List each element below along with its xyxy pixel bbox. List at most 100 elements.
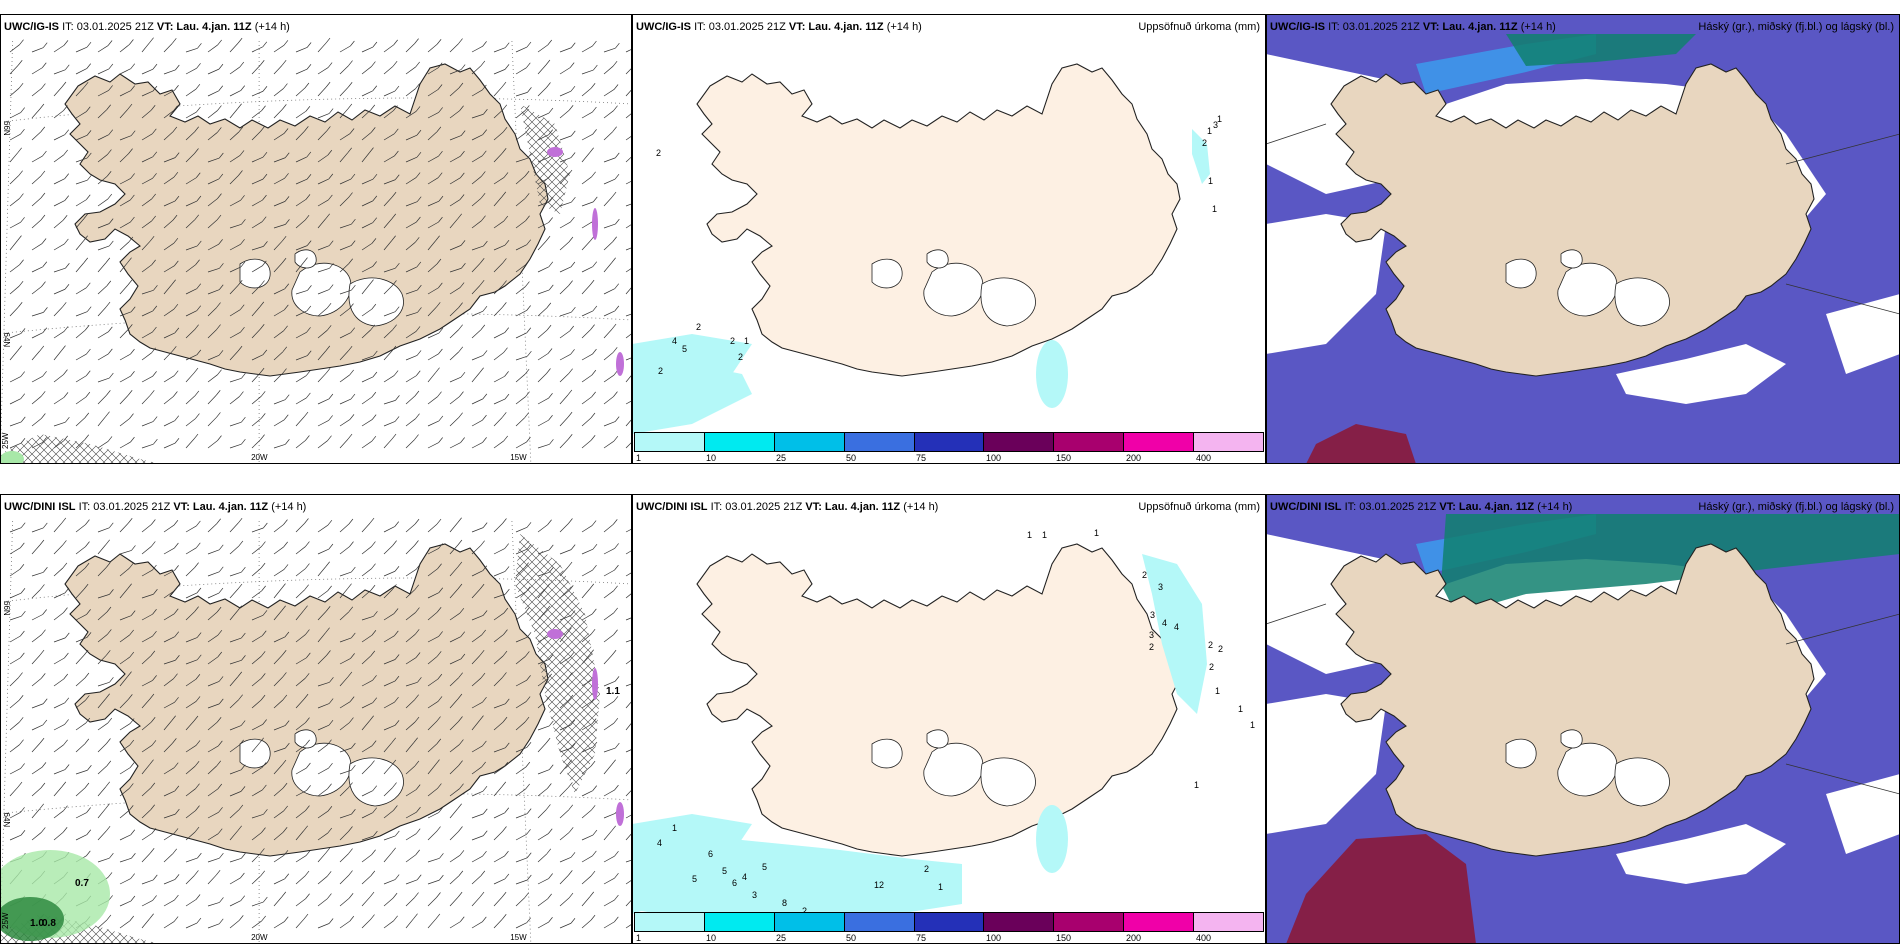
svg-text:1: 1: [1094, 528, 1099, 538]
svg-text:25W: 25W: [1, 432, 10, 449]
precip-title: Uppsöfnuð úrkoma (mm): [1138, 501, 1260, 513]
svg-text:66N: 66N: [2, 121, 11, 136]
svg-text:4: 4: [1162, 618, 1167, 628]
svg-text:64N: 64N: [2, 813, 11, 828]
svg-text:2: 2: [1149, 642, 1154, 652]
svg-text:3: 3: [1158, 582, 1163, 592]
svg-text:1: 1: [672, 823, 677, 833]
svg-text:4: 4: [1174, 622, 1179, 632]
svg-text:3: 3: [1150, 610, 1155, 620]
svg-text:5: 5: [682, 344, 687, 354]
colorbar-tick: 1: [636, 933, 642, 943]
colorbar-tick: 400: [1196, 453, 1212, 463]
colorbar-tick: 1: [636, 453, 642, 463]
svg-text:6: 6: [732, 878, 737, 888]
svg-text:20W: 20W: [251, 933, 268, 942]
svg-text:20W: 20W: [251, 453, 268, 462]
svg-text:1.1: 1.1: [606, 686, 620, 697]
colorbar-swatch: [1124, 913, 1195, 931]
svg-text:2: 2: [1209, 662, 1214, 672]
svg-text:2: 2: [924, 864, 929, 874]
colorbar-tick: 150: [1056, 453, 1072, 463]
svg-text:1: 1: [1215, 686, 1220, 696]
panel-header: UWC/IG-IS IT: 03.01.2025 21Z VT: Lau. 4.…: [636, 21, 922, 33]
svg-text:1: 1: [1207, 126, 1212, 136]
svg-text:1: 1: [1208, 176, 1213, 186]
panel-header: UWC/IG-IS IT: 03.01.2025 21Z VT: Lau. 4.…: [1270, 21, 1556, 33]
svg-text:1: 1: [744, 336, 749, 346]
svg-text:4: 4: [672, 336, 677, 346]
panel-wind-top: UWC/IG-IS IT: 03.01.2025 21Z VT: Lau. 4.…: [0, 14, 632, 464]
svg-text:2: 2: [696, 322, 701, 332]
svg-text:2: 2: [658, 366, 663, 376]
svg-text:3: 3: [1213, 120, 1218, 130]
svg-text:2: 2: [1208, 640, 1213, 650]
svg-text:2: 2: [1202, 138, 1207, 148]
svg-text:2: 2: [656, 148, 661, 158]
svg-text:1: 1: [1250, 720, 1255, 730]
colorbar-swatch: [844, 433, 915, 451]
svg-text:6: 6: [708, 849, 713, 859]
panel-header: UWC/IG-IS IT: 03.01.2025 21Z VT: Lau. 4.…: [4, 21, 290, 33]
colorbar-tick: 75: [916, 933, 927, 943]
panel-header: UWC/DINI ISL IT: 03.01.2025 21Z VT: Lau.…: [1270, 501, 1573, 513]
svg-text:4: 4: [657, 838, 662, 848]
colorbar-tick: 100: [986, 453, 1002, 463]
colorbar-swatch: [635, 913, 705, 931]
panel-header: UWC/DINI ISL IT: 03.01.2025 21Z VT: Lau.…: [4, 501, 307, 513]
colorbar-tick: 50: [846, 933, 857, 943]
panel-cloud-top: UWC/IG-IS IT: 03.01.2025 21Z VT: Lau. 4.…: [1266, 14, 1900, 464]
svg-text:66N: 66N: [2, 601, 11, 616]
colorbar-swatch: [844, 913, 915, 931]
colorbar-tick: 200: [1126, 933, 1142, 943]
colorbar-swatch: [914, 913, 985, 931]
colorbar-tick: 25: [776, 933, 787, 943]
colorbar-swatch: [774, 433, 845, 451]
wind-map: 20W 15W 25W 66N 64N: [0, 37, 632, 464]
svg-text:4: 4: [742, 872, 747, 882]
svg-text:2: 2: [730, 336, 735, 346]
colorbar-tick: 100: [986, 933, 1002, 943]
svg-text:0.7: 0.7: [75, 878, 89, 889]
svg-text:1: 1: [1217, 114, 1222, 124]
svg-text:1: 1: [1027, 530, 1032, 540]
colorbar-swatch: [635, 433, 705, 451]
colorbar-swatch: [774, 913, 845, 931]
precip-colorbar: [634, 432, 1264, 452]
svg-text:5: 5: [762, 862, 767, 872]
svg-text:15W: 15W: [510, 453, 527, 462]
colorbar-tick: 75: [916, 453, 927, 463]
svg-text:1: 1: [1238, 704, 1243, 714]
colorbar-tick: 50: [846, 453, 857, 463]
colorbar-swatch: [704, 433, 775, 451]
svg-text:25W: 25W: [1, 912, 10, 929]
colorbar-swatch: [704, 913, 775, 931]
svg-text:1: 1: [938, 882, 943, 892]
svg-text:0.8: 0.8: [42, 918, 56, 929]
cloud-map: [1266, 494, 1900, 944]
svg-text:64N: 64N: [2, 333, 11, 348]
colorbar-swatch: [914, 433, 985, 451]
colorbar-swatch: [1194, 433, 1264, 451]
svg-text:1: 1: [1042, 530, 1047, 540]
svg-text:15W: 15W: [510, 933, 527, 942]
colorbar-tick: 150: [1056, 933, 1072, 943]
panel-header: UWC/DINI ISL IT: 03.01.2025 21Z VT: Lau.…: [636, 501, 939, 513]
svg-text:2: 2: [802, 906, 807, 916]
svg-text:2: 2: [738, 352, 743, 362]
precip-map: 1112334432222111114565643583231212: [632, 528, 1255, 928]
colorbar-swatch: [984, 913, 1055, 931]
colorbar-swatch: [1124, 433, 1195, 451]
svg-text:1: 1: [1212, 204, 1217, 214]
panel-precip-bottom: UWC/DINI ISL IT: 03.01.2025 21Z VT: Lau.…: [632, 494, 1266, 944]
colorbar-tick: 10: [706, 453, 717, 463]
colorbar-swatch: [984, 433, 1055, 451]
svg-text:5: 5: [692, 874, 697, 884]
precip-title: Uppsöfnuð úrkoma (mm): [1138, 21, 1260, 33]
svg-text:12: 12: [874, 880, 884, 890]
colorbar-swatch: [1194, 913, 1264, 931]
svg-text:2: 2: [1218, 644, 1223, 654]
precip-colorbar: [634, 912, 1264, 932]
colorbar-tick: 400: [1196, 933, 1212, 943]
